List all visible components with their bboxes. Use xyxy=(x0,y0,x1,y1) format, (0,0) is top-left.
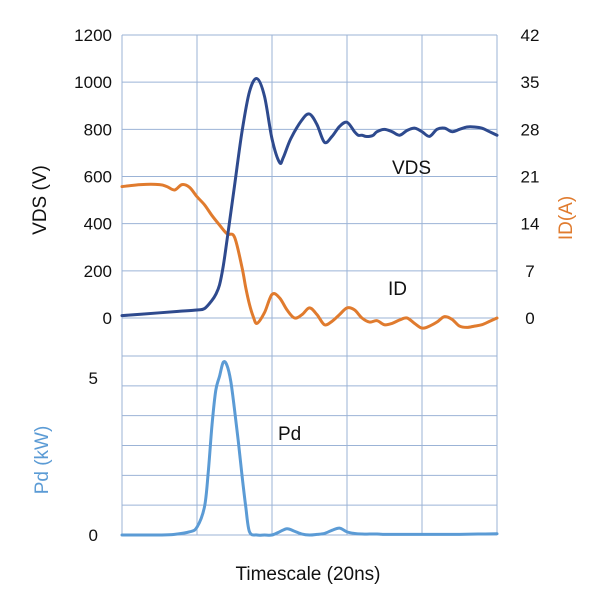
tick-label-id: 7 xyxy=(525,262,534,281)
tick-label-vds: 0 xyxy=(103,309,112,328)
series-label-vds: VDS xyxy=(392,158,431,179)
tick-label-pd: 0 xyxy=(89,526,98,545)
tick-label-vds: 600 xyxy=(84,168,112,187)
left-axis-label-pd: Pd (kW) xyxy=(32,426,53,495)
series-label-id: ID xyxy=(388,279,407,300)
right-axis-label-id: ID(A) xyxy=(556,196,577,240)
tick-label-vds: 400 xyxy=(84,215,112,234)
left-axis-label-vds: VDS (V) xyxy=(30,165,51,235)
series-id-line xyxy=(120,182,499,330)
tick-label-vds: 1200 xyxy=(74,26,112,45)
tick-label-id: 28 xyxy=(521,120,540,139)
tick-label-id: 0 xyxy=(525,309,534,328)
tick-label-id: 35 xyxy=(521,73,540,92)
grid xyxy=(121,34,498,536)
series-label-pd: Pd xyxy=(278,424,301,445)
tick-label-id: 42 xyxy=(521,26,540,45)
tick-label-pd: 5 xyxy=(89,369,98,388)
series-lines xyxy=(120,77,499,537)
tick-label-vds: 800 xyxy=(84,120,112,139)
tick-label-id: 21 xyxy=(521,168,540,187)
series-pd-line xyxy=(120,360,499,537)
tick-label-id: 14 xyxy=(521,215,540,234)
tick-label-vds: 200 xyxy=(84,262,112,281)
series-vds-line xyxy=(120,77,499,318)
x-axis-label: Timescale (20ns) xyxy=(235,564,380,585)
tick-labels: 0 200 400 600 800 1000 1200 0 7 14 21 28 35 42 0 5 xyxy=(74,26,539,545)
tick-label-vds: 1000 xyxy=(74,73,112,92)
